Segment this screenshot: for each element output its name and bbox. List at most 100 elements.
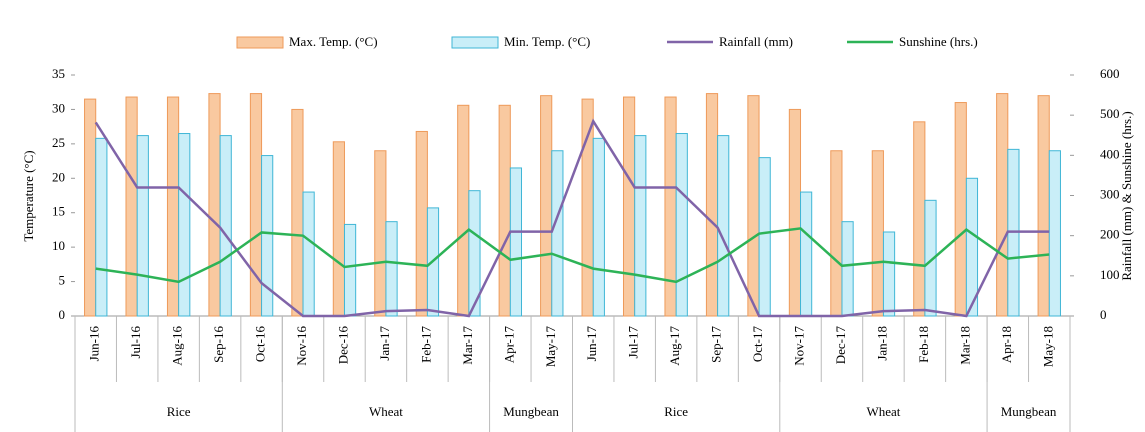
- bar: [95, 137, 108, 317]
- group-label: Wheat: [866, 404, 900, 419]
- y-tick-label: 20: [52, 169, 65, 184]
- bar: [965, 177, 979, 317]
- y2-tick-label: 100: [1100, 267, 1120, 282]
- x-tick-label: May-17: [543, 326, 558, 368]
- bar: [664, 96, 677, 317]
- y-tick-label: 15: [52, 204, 65, 219]
- bar: [468, 190, 481, 317]
- bar: [800, 191, 813, 317]
- bar: [717, 135, 730, 317]
- y-tick-label: 25: [52, 135, 65, 150]
- x-tick-label: Nov-16: [294, 326, 309, 366]
- x-tick-label: Oct-17: [750, 326, 765, 363]
- x-tick-label: Oct-16: [253, 326, 268, 363]
- x-tick-label: Jul-16: [128, 326, 143, 359]
- x-tick-label: Apr-17: [501, 326, 516, 364]
- bar: [457, 104, 470, 317]
- bar: [540, 95, 553, 317]
- y-tick-label: 5: [59, 273, 66, 288]
- x-tick-label: Sep-17: [709, 326, 724, 363]
- y2-tick-label: 200: [1100, 227, 1120, 242]
- x-tick-label: Jan-18: [874, 326, 889, 361]
- y2-tick-label: 500: [1100, 106, 1120, 121]
- group-label: Mungbean: [1001, 404, 1057, 419]
- bar: [788, 108, 802, 317]
- x-tick-label: Jun-16: [87, 326, 102, 362]
- group-label: Rice: [664, 404, 688, 419]
- bar: [830, 150, 843, 317]
- x-tick-label: May-18: [1040, 326, 1055, 367]
- x-tick-label: Aug-17: [667, 326, 682, 366]
- x-tick-label: Aug-16: [170, 326, 185, 366]
- legend-label: Max. Temp. (°C): [289, 34, 378, 49]
- x-tick-label: Jul-17: [626, 326, 641, 359]
- bar: [747, 95, 760, 317]
- x-tick-label: Jun-17: [584, 326, 599, 362]
- x-tick-label: Apr-18: [999, 326, 1014, 363]
- group-label: Rice: [167, 404, 191, 419]
- legend-label: Min. Temp. (°C): [504, 34, 590, 49]
- bar: [219, 135, 232, 317]
- y2-tick-label: 0: [1100, 307, 1107, 322]
- bar: [592, 137, 605, 317]
- bar: [332, 141, 345, 317]
- y-tick-label: 0: [59, 307, 66, 322]
- bar: [84, 98, 97, 317]
- bar: [913, 121, 926, 317]
- bar: [343, 223, 357, 317]
- bar: [385, 221, 398, 317]
- x-tick-label: Mar-17: [460, 326, 475, 365]
- bar: [954, 102, 967, 317]
- line: [94, 118, 1050, 318]
- x-tick-label: Feb-18: [916, 326, 931, 363]
- y-axis-title: Temperature (°C): [21, 150, 36, 241]
- bar: [882, 231, 896, 317]
- bar: [622, 96, 636, 317]
- y2-tick-label: 600: [1100, 66, 1120, 81]
- x-tick-label: Dec-17: [833, 326, 848, 365]
- x-tick-label: Sep-16: [211, 326, 226, 363]
- bar: [634, 135, 647, 317]
- bar: [996, 93, 1009, 317]
- bar: [871, 150, 884, 317]
- bar: [924, 199, 937, 317]
- bar: [415, 130, 428, 317]
- bar: [261, 155, 274, 317]
- bar: [374, 150, 387, 317]
- y-tick-label: 10: [52, 238, 65, 253]
- legend-label: Rainfall (mm): [719, 34, 793, 49]
- bar: [758, 157, 771, 317]
- x-tick-label: Nov-17: [792, 326, 807, 366]
- bar: [498, 104, 511, 317]
- bar: [675, 133, 688, 317]
- x-tick-label: Dec-16: [335, 326, 350, 365]
- legend-swatch: [236, 36, 284, 49]
- bar: [208, 93, 221, 317]
- bar: [125, 96, 138, 317]
- bar: [581, 98, 594, 317]
- bar: [1048, 150, 1061, 317]
- bar: [302, 191, 315, 317]
- bar: [551, 150, 564, 317]
- y2-tick-label: 400: [1100, 146, 1120, 161]
- x-tick-label: Jan-17: [377, 326, 392, 361]
- bar: [841, 221, 854, 317]
- y2-axis-title: Rainfall (mm) & Sunshine (hrs.): [1119, 111, 1134, 280]
- y2-tick-label: 300: [1100, 186, 1120, 201]
- legend-swatch: [451, 36, 499, 49]
- legend-label: Sunshine (hrs.): [899, 34, 978, 49]
- x-tick-label: Feb-17: [418, 326, 433, 363]
- bar: [178, 133, 191, 317]
- group-label: Wheat: [369, 404, 403, 419]
- bar: [136, 135, 149, 317]
- x-tick-label: Mar-18: [957, 326, 972, 365]
- bar: [291, 108, 304, 317]
- y-tick-label: 30: [52, 100, 65, 115]
- group-label: Mungbean: [503, 404, 559, 419]
- bar: [166, 96, 180, 317]
- y-tick-label: 35: [52, 66, 65, 81]
- bar: [509, 167, 523, 317]
- bar: [705, 93, 719, 317]
- line: [95, 227, 1050, 284]
